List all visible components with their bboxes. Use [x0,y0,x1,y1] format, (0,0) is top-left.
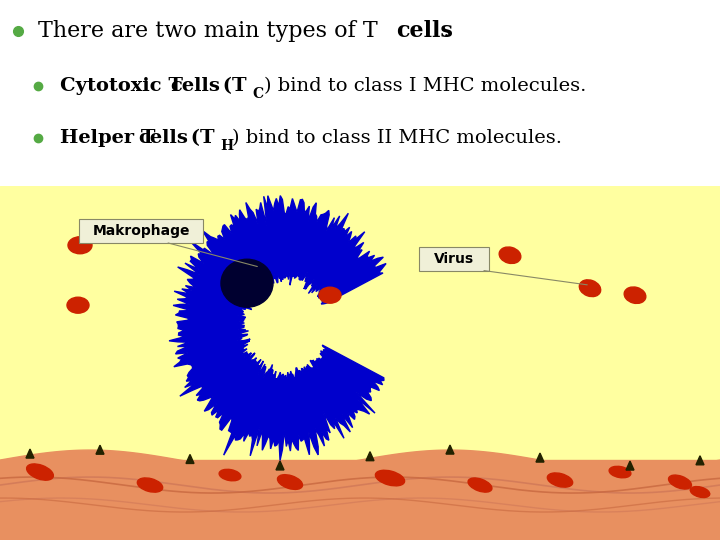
Text: .: . [443,20,450,42]
Polygon shape [186,455,194,463]
Ellipse shape [27,464,53,480]
Ellipse shape [690,487,710,497]
Polygon shape [366,451,374,461]
Text: (T: (T [216,77,247,95]
Ellipse shape [499,247,521,264]
Text: cells: cells [396,20,453,42]
Text: Cytotoxic T: Cytotoxic T [60,77,190,95]
Polygon shape [276,461,284,470]
Text: cells: cells [170,77,220,95]
Ellipse shape [669,475,691,489]
Text: H: H [220,139,233,153]
Text: Makrophage: Makrophage [92,224,190,238]
Text: Virus: Virus [434,252,474,266]
Ellipse shape [219,469,241,481]
Text: Helper T: Helper T [60,129,162,147]
FancyBboxPatch shape [79,219,203,243]
Bar [0,460,720,540]
Ellipse shape [580,280,600,296]
Polygon shape [26,449,34,458]
Ellipse shape [468,478,492,492]
Ellipse shape [375,470,405,486]
Ellipse shape [609,467,631,478]
Text: cells: cells [138,129,188,147]
Text: There are two main types of T: There are two main types of T [38,20,385,42]
Polygon shape [446,445,454,454]
Polygon shape [696,456,704,465]
Text: C: C [252,87,263,101]
Polygon shape [169,195,386,461]
Polygon shape [626,461,634,470]
Polygon shape [96,445,104,454]
Ellipse shape [319,287,341,303]
Ellipse shape [624,287,646,303]
Text: ) bind to class I MHC molecules.: ) bind to class I MHC molecules. [264,77,586,95]
Ellipse shape [237,274,258,293]
Polygon shape [536,453,544,462]
Ellipse shape [138,478,163,492]
Text: (T: (T [184,129,215,147]
Bar [0,186,720,470]
Ellipse shape [68,237,92,254]
Ellipse shape [221,259,273,307]
Ellipse shape [67,297,89,313]
Ellipse shape [547,473,572,487]
Ellipse shape [229,266,265,300]
FancyBboxPatch shape [419,247,489,271]
Ellipse shape [277,475,302,489]
Text: ) bind to class II MHC molecules.: ) bind to class II MHC molecules. [232,129,562,147]
